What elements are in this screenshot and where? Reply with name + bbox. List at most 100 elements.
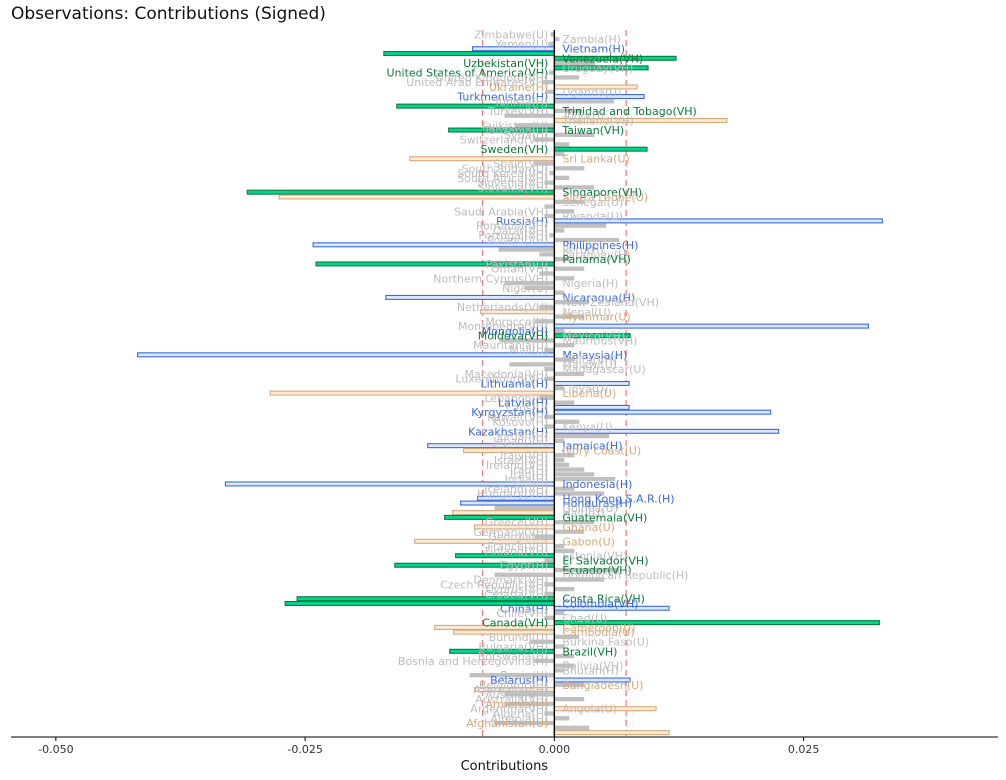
bar: Zambia(H): 0.0005 [554, 37, 560, 42]
bar-label: Moldova(VH) [478, 330, 549, 343]
bar-label: Singapore(VH) [562, 186, 642, 199]
bar-label: Honduras(H) [562, 497, 632, 510]
bar: Mali(U): -0.001 [544, 347, 555, 353]
bar-label: Chad(U) [562, 612, 607, 625]
bar-label: Mali(U) [509, 344, 548, 357]
bar-label: France(VH) [487, 540, 548, 553]
bar-label: Zimbabwe(U) [474, 28, 548, 41]
bar-label: United States of America(VH) [387, 67, 549, 80]
bar: Algeria(H): -0.006 [494, 720, 555, 726]
bar-label: Switzerland(VH) [460, 134, 549, 147]
bar: Montenegro(VH): -0.002 [534, 319, 555, 324]
bar: Kuwait(VH): -0.001 [544, 414, 555, 420]
bar-label: Chile(VH) [496, 607, 548, 620]
bar-label: Germany(VH) [473, 526, 548, 539]
bar-label: Algeria(H) [493, 707, 549, 720]
bar-label: Bangladesh(U) [562, 679, 643, 692]
bar-label: Peru(H) [562, 244, 603, 257]
bar-label: Niger(U) [502, 282, 548, 295]
bar-label: Sri Lanka(U) [562, 153, 629, 166]
bar-label: Burundi(U) [489, 631, 549, 644]
bar-label: Denmark(VH) [473, 574, 548, 587]
bar: Bulgaria(VH): 0.001 [554, 644, 565, 649]
bar-labels: Zimbabwe(U) Zambia(H) Yemen(U) Vietnam(H)Ve… [387, 28, 697, 730]
bar: Serbia(VH): 0.003 [554, 199, 585, 204]
bar: Yemen(U): -0.0006 [548, 41, 555, 47]
bar-label: Jordan(H) [495, 430, 548, 443]
bar-label: Latvia(H) [498, 397, 548, 410]
bar-label: Finland(VH) [485, 545, 549, 558]
bar-label: United Kingdom(VH) [436, 71, 549, 84]
bar: Australia(VH): -0.005 [504, 701, 555, 707]
bar: Kosovo(H): 0.0025 [554, 419, 580, 424]
bar-label: Albania(H) [490, 712, 548, 725]
bar-label: Madagascar(U) [562, 363, 645, 376]
bar-label: Iraq(H) [510, 464, 548, 477]
bar-label: Czech Republic(VH) [440, 578, 548, 591]
bar-label: United Arab Emirates(VH) [406, 76, 548, 89]
bar-label: Guinea(U) [562, 502, 618, 515]
bar: United Kingdom(VH): 0.0025 [554, 75, 580, 80]
bar: Panama(VH): 0.0015 [554, 257, 570, 262]
bar-label: Netherlands(VH) [457, 301, 548, 314]
bar: Malawi(U): -0.0045 [509, 362, 555, 367]
bar-label: Belarus(H) [490, 674, 548, 687]
bar-label: Belgium(VH) [479, 679, 548, 692]
bar: Zimbabwe(U): -0.0004 [550, 32, 555, 37]
chart-title: Observations: Contributions (Signed) [11, 4, 326, 24]
bar-label: Northern Cyprus(VH) [433, 272, 548, 285]
bar: Czech Republic(VH): -0.001 [544, 582, 555, 587]
bar: Honduras(H): -0.0094 [460, 500, 555, 506]
bar: Malaysia(H): -0.0418 [137, 352, 555, 358]
bar: Belgium(VH): 0.003 [554, 682, 585, 687]
bar: France(VH): 0.001 [554, 543, 565, 549]
bar: Lebanon(H): -0.0015 [539, 395, 555, 400]
bar: Austria(VH): 0.003 [554, 696, 585, 702]
bar-label: Ireland(VH) [486, 459, 548, 472]
bar-label: Sweden(VH) [480, 143, 548, 156]
bar-label: Kosovo(H) [492, 416, 548, 429]
x-tick-label: -0.050 [38, 743, 73, 756]
bar-label: Luxembourg(VH) [455, 373, 548, 386]
bar-label: Brazil(VH) [562, 645, 617, 658]
bar-label: Indonesia(H) [562, 478, 632, 491]
bar-label: Turkey(VH) [487, 105, 548, 118]
bar-label: Lithuania(H) [481, 378, 549, 391]
bar-label: Mauritius(VH) [562, 334, 637, 347]
bar-label: Angola(U) [562, 703, 617, 716]
bar-label: Italy(VH) [500, 449, 548, 462]
bar: Israel(VH): 0.001 [554, 457, 565, 463]
bar: Chad(U): -0.001 [544, 615, 555, 620]
bar-label: Ukraine(H) [489, 81, 548, 94]
bar: Mauritius(VH): -0.0055 [499, 338, 555, 343]
bar: Finland(VH): 0.002 [554, 548, 575, 554]
bar: Poland(VH): 0.0065 [554, 237, 620, 243]
bar-label: Estonia(VH) [562, 550, 627, 563]
bar-label: Syria(U) [504, 129, 548, 142]
bar-label: Austria(VH) [485, 688, 548, 701]
bar-label: Malaysia(H) [562, 349, 627, 362]
bar-label: Venezuela(VH) [562, 52, 643, 65]
bar: India(H): 0.0061 [554, 476, 616, 482]
bar: Iceland(VH): 0.002 [554, 486, 575, 491]
bar: Nigeria(H): -0.005 [504, 280, 555, 286]
bar: Sweden(VH): 0.0093 [553, 146, 648, 152]
x-axis-label: Contributions [461, 759, 549, 774]
bar-label: Nicaragua(H) [562, 291, 635, 304]
bar: South Sudan(U): 0.003 [554, 166, 585, 171]
bar: United Arab Emirates(VH): -0.0012 [542, 80, 555, 85]
bar-label: New Zealand(VH) [562, 296, 659, 309]
bar-label: Japan(VH) [492, 435, 548, 448]
bar: Guinea(U): -0.006 [494, 505, 555, 510]
bar: Kyrgyzstan(H): 0.0217 [553, 409, 772, 415]
bar-label: China(H) [500, 602, 548, 615]
bar-label: Nepal(U) [562, 306, 610, 319]
bar: Trinidad and Tobago(VH): 0.0028 [554, 108, 583, 114]
bar: Denmark(VH): 0.005 [554, 577, 605, 582]
bar: Uruguay(VH): 0.0041 [554, 60, 596, 66]
bar: Bhutan(H): 0.001 [554, 668, 565, 673]
bar: Switzerland(VH): 0.0015 [554, 142, 570, 147]
bar: Netherlands(VH): 0.0035 [554, 300, 590, 305]
bar: Sudan(U): 0.001 [554, 151, 565, 157]
bar: Moldova(VH): 0.001 [554, 328, 565, 334]
